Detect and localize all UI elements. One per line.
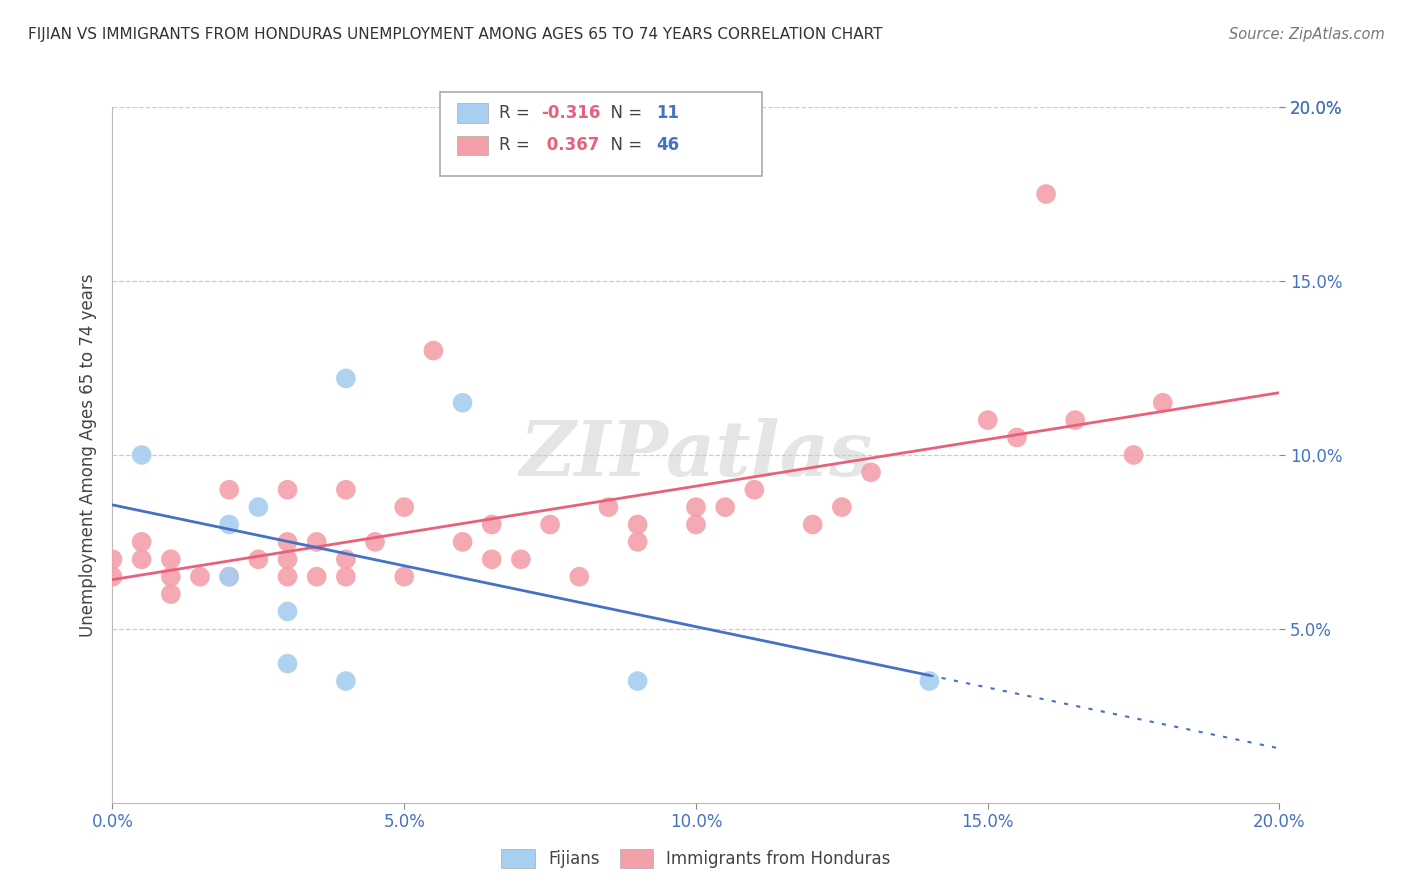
Text: R =: R = xyxy=(499,104,536,122)
Point xyxy=(538,517,561,532)
Point xyxy=(392,570,416,584)
Point xyxy=(859,466,883,480)
Point xyxy=(276,483,298,497)
Point xyxy=(685,517,707,532)
Point xyxy=(714,500,737,514)
Point xyxy=(451,396,474,410)
Point xyxy=(422,343,444,358)
Point xyxy=(451,534,474,549)
Point xyxy=(918,674,941,689)
Point xyxy=(218,517,240,532)
Point xyxy=(305,570,328,584)
Text: -0.316: -0.316 xyxy=(541,104,600,122)
Point xyxy=(218,483,240,497)
Text: 0.367: 0.367 xyxy=(541,136,600,154)
Legend: Fijians, Immigrants from Honduras: Fijians, Immigrants from Honduras xyxy=(495,842,897,874)
Point xyxy=(1005,431,1028,445)
Point xyxy=(276,570,298,584)
Point xyxy=(335,570,357,584)
Point xyxy=(305,534,328,549)
Point xyxy=(247,500,270,514)
Text: 46: 46 xyxy=(657,136,679,154)
Point xyxy=(101,570,124,584)
Point xyxy=(276,657,298,671)
Text: 11: 11 xyxy=(657,104,679,122)
Point xyxy=(1064,413,1087,427)
Text: N =: N = xyxy=(600,104,648,122)
Point xyxy=(188,570,211,584)
Point xyxy=(626,517,648,532)
Point xyxy=(335,674,357,689)
Point xyxy=(831,500,853,514)
Text: FIJIAN VS IMMIGRANTS FROM HONDURAS UNEMPLOYMENT AMONG AGES 65 TO 74 YEARS CORREL: FIJIAN VS IMMIGRANTS FROM HONDURAS UNEMP… xyxy=(28,27,883,42)
Point xyxy=(685,500,707,514)
Point xyxy=(218,570,240,584)
Point xyxy=(131,448,153,462)
Point xyxy=(160,587,183,601)
Point xyxy=(626,674,648,689)
Point xyxy=(1152,396,1174,410)
Point xyxy=(481,517,503,532)
Point xyxy=(131,552,153,566)
Point xyxy=(160,552,183,566)
Point xyxy=(101,552,124,566)
Text: ZIPatlas: ZIPatlas xyxy=(519,418,873,491)
Point xyxy=(335,371,357,385)
Text: Source: ZipAtlas.com: Source: ZipAtlas.com xyxy=(1229,27,1385,42)
Point xyxy=(976,413,998,427)
Point xyxy=(392,500,416,514)
Point xyxy=(626,534,648,549)
Point xyxy=(218,570,240,584)
Point xyxy=(509,552,531,566)
Point xyxy=(131,534,153,549)
Point xyxy=(1122,448,1144,462)
Y-axis label: Unemployment Among Ages 65 to 74 years: Unemployment Among Ages 65 to 74 years xyxy=(79,273,97,637)
Point xyxy=(247,552,270,566)
Point xyxy=(568,570,591,584)
Point xyxy=(481,552,503,566)
Point xyxy=(276,552,298,566)
Point xyxy=(276,605,298,619)
Point xyxy=(801,517,824,532)
Point xyxy=(598,500,620,514)
Point xyxy=(742,483,765,497)
Point xyxy=(276,534,298,549)
Text: N =: N = xyxy=(600,136,648,154)
Point xyxy=(160,570,183,584)
Point xyxy=(335,483,357,497)
Text: R =: R = xyxy=(499,136,536,154)
Point xyxy=(1035,187,1057,202)
Point xyxy=(335,552,357,566)
Point xyxy=(364,534,387,549)
